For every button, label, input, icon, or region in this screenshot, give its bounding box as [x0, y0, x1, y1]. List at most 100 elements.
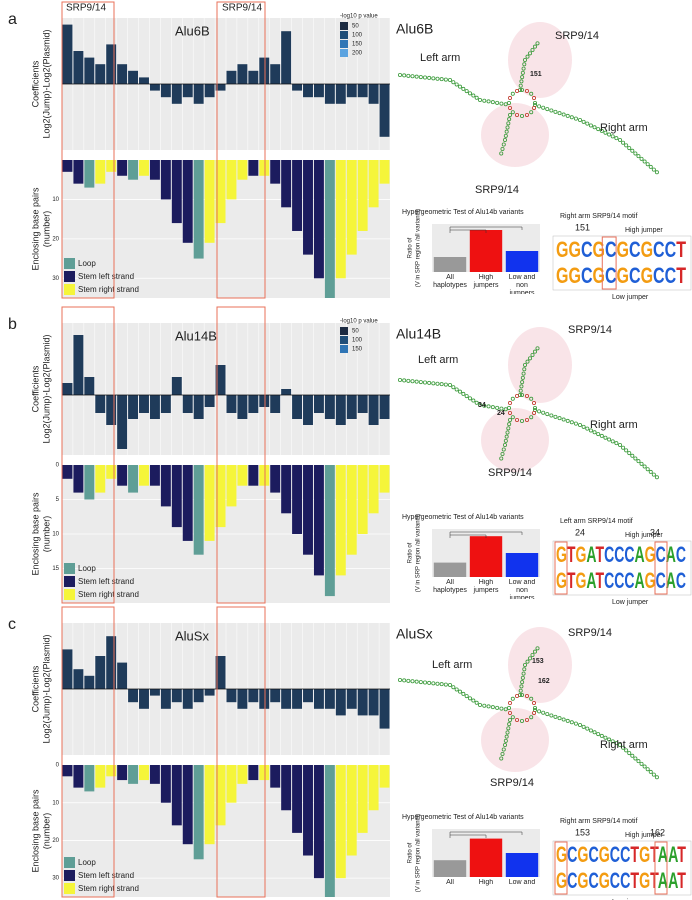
- test-bar: [433, 860, 467, 877]
- nucleotide: [621, 745, 626, 750]
- coefficient-bar: [128, 689, 139, 703]
- nucleotide: [651, 472, 656, 477]
- nucleotide: [642, 159, 647, 164]
- coefficient-bar: [149, 689, 160, 696]
- srp-region-box: [61, 1, 115, 299]
- nucleotide: [422, 75, 427, 80]
- base-pair-bar: [226, 465, 237, 507]
- base-pair-bar: [73, 465, 84, 493]
- nucleotide: [467, 396, 472, 401]
- nucleotide: [507, 422, 512, 427]
- base-pair-bar: [303, 765, 313, 856]
- nucleotide: [482, 98, 487, 103]
- nucleotide: [490, 405, 495, 410]
- structure-label: Right arm: [590, 419, 638, 431]
- base-pair-bar: [335, 160, 346, 279]
- nucleotide: [471, 93, 476, 98]
- legend-label: 50: [352, 24, 359, 30]
- coefficient-bar: [248, 70, 259, 84]
- nucleotide: [414, 379, 419, 384]
- x-tick-label-box: All haplotypes: [433, 579, 467, 594]
- nucleotide: [573, 116, 578, 121]
- nucleotide: [515, 418, 520, 423]
- base-pair-bar: [106, 160, 117, 172]
- nucleotide: [431, 76, 436, 81]
- base-pair-bar: [62, 765, 73, 777]
- nucleotide: [535, 41, 540, 46]
- base-pair-bar: [73, 160, 84, 184]
- legend-swatch: [340, 336, 348, 344]
- nucleotide: [447, 683, 452, 688]
- nucleotide: [510, 396, 515, 401]
- base-pair-bar: [204, 465, 215, 541]
- nucleotide: [422, 680, 427, 685]
- nucleotide: [588, 123, 593, 128]
- y-tick-label: 10: [52, 532, 59, 538]
- base-pair-bar: [248, 465, 259, 486]
- legend-swatch: [64, 576, 75, 587]
- nucleotide: [501, 447, 506, 452]
- nucleotide: [507, 722, 512, 727]
- legend-swatch: [64, 857, 75, 868]
- coefficient-bar: [248, 395, 259, 413]
- base-pair-bar: [379, 465, 390, 493]
- nucleotide: [642, 764, 647, 769]
- nucleotide: [504, 734, 509, 739]
- nucleotide: [471, 698, 476, 703]
- nucleotide: [427, 680, 432, 685]
- base-pair-bar: [281, 465, 292, 514]
- nucleotide: [515, 693, 520, 698]
- y-axis-label: Coefficients: [30, 60, 40, 107]
- nucleotide: [553, 109, 558, 114]
- coefficient-bar: [84, 377, 95, 395]
- nucleotide: [627, 146, 632, 151]
- nucleotide: [506, 726, 511, 731]
- coefficient-bar: [270, 689, 281, 703]
- y-tick-label: 20: [52, 236, 59, 242]
- nucleotide: [519, 384, 524, 389]
- nucleotide: [495, 405, 500, 410]
- base-pair-bar: [182, 465, 193, 541]
- nucleotide: [520, 114, 525, 119]
- base-pair-bar: [237, 765, 248, 784]
- coefficient-title: AluSx: [175, 628, 209, 643]
- nucleotide: [532, 105, 537, 110]
- structure-title: AluSx: [396, 626, 433, 642]
- nucleotide: [524, 393, 529, 398]
- base-pair-bar: [313, 465, 324, 576]
- nucleotide: [520, 392, 525, 397]
- nucleotide: [520, 680, 525, 685]
- nucleotide: [518, 83, 523, 88]
- nucleotide: [506, 706, 511, 711]
- nucleotide: [435, 76, 440, 81]
- nucleotide: [461, 86, 466, 91]
- base-pair-bar: [139, 160, 149, 176]
- nucleotide: [528, 356, 533, 361]
- coefficient-bar: [346, 84, 357, 98]
- nucleotide: [654, 170, 659, 175]
- nucleotide: [532, 96, 537, 101]
- nucleotide: [642, 464, 647, 469]
- test-bar: [433, 562, 467, 577]
- base-pair-bar: [62, 465, 73, 479]
- nucleotide: [581, 119, 586, 124]
- nucleotide: [607, 437, 612, 442]
- coefficient-bar: [335, 84, 346, 104]
- nucleotide: [541, 105, 546, 110]
- coefficient-bar: [95, 395, 106, 413]
- nucleotide: [603, 130, 608, 135]
- srp-region-box: [61, 306, 115, 604]
- legend-title: -log10 p value: [340, 14, 378, 20]
- y-axis-label: (number): [41, 813, 51, 850]
- coefficient-bar: [106, 395, 117, 425]
- x-tick-label-box: Low and non jumpers: [509, 579, 535, 599]
- nucleotide: [614, 441, 619, 446]
- coefficient-bar: [95, 656, 106, 689]
- base-pair-bar: [237, 465, 248, 486]
- nucleotide: [532, 401, 537, 406]
- nucleotide: [410, 379, 415, 384]
- nucleotide: [569, 720, 574, 725]
- y-tick-label: 5: [56, 497, 60, 503]
- nucleotide: [545, 712, 550, 717]
- nucleotide: [451, 80, 456, 85]
